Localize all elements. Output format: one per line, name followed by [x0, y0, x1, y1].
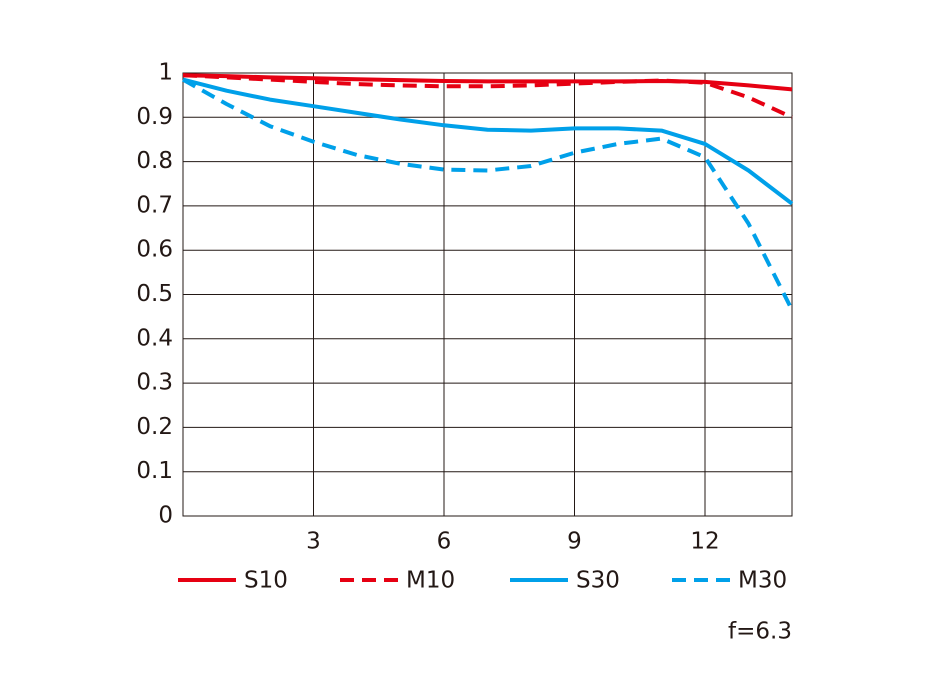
legend-label: S30: [576, 568, 620, 594]
y-tick-label: 0.4: [136, 325, 173, 351]
plot-frame: [182, 72, 793, 517]
x-tick-label: 12: [690, 529, 719, 555]
annotation: f=6.3: [728, 619, 792, 645]
legend-label: M10: [406, 568, 455, 594]
y-tick-label: 0.8: [136, 148, 173, 174]
series-line: [182, 77, 794, 206]
y-tick-label: 0.5: [136, 281, 173, 307]
y-tick-label: 0.7: [136, 192, 173, 218]
y-tick-label: 0.3: [136, 370, 173, 396]
y-tick-label: 0.6: [136, 237, 173, 263]
y-tick-label: 1: [158, 60, 173, 86]
y-tick-label: 0.1: [136, 458, 173, 484]
y-tick-label: 0.9: [136, 104, 173, 130]
legend-label: M30: [738, 568, 787, 594]
series-line: [182, 77, 794, 311]
y-tick-label: 0: [158, 503, 173, 529]
series-line: [182, 73, 793, 120]
x-tick-label: 3: [306, 529, 321, 555]
y-tick-label: 0.2: [136, 414, 173, 440]
x-tick-label: 6: [437, 529, 452, 555]
legend-label: S10: [244, 568, 288, 594]
x-tick-label: 9: [567, 529, 582, 555]
